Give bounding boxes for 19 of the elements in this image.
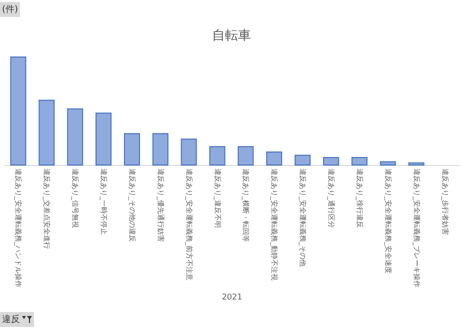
bar bbox=[209, 146, 226, 166]
bar bbox=[408, 162, 424, 166]
bar bbox=[294, 154, 311, 166]
bar bbox=[380, 161, 396, 166]
chart-title: 自転車 bbox=[212, 28, 251, 44]
bar bbox=[238, 146, 254, 166]
bar bbox=[38, 100, 55, 166]
bar bbox=[266, 152, 282, 166]
text: 違反 bbox=[2, 314, 20, 326]
x-axis-title: 2021 bbox=[222, 292, 242, 302]
bar bbox=[180, 138, 197, 166]
bar bbox=[67, 108, 84, 166]
bar bbox=[10, 56, 26, 166]
bar bbox=[323, 156, 340, 166]
bar bbox=[351, 156, 368, 166]
bar bbox=[96, 112, 112, 166]
bar bbox=[152, 133, 168, 166]
bar bbox=[124, 133, 140, 166]
y-axis-title: (件) bbox=[0, 2, 20, 17]
